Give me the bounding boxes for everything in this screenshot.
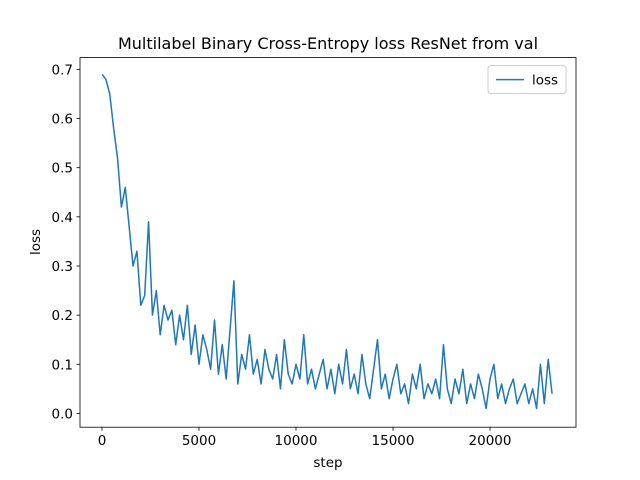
x-tick-label: 5000 <box>182 433 216 449</box>
y-tick-label: 0.0 <box>52 406 73 422</box>
legend-box <box>487 65 567 95</box>
legend-label: loss <box>532 73 558 89</box>
plot-frame <box>79 57 577 428</box>
y-axis-label: loss <box>28 229 44 255</box>
x-tick-label: 15000 <box>372 433 415 449</box>
x-tick-label: 10000 <box>275 433 318 449</box>
x-tick-label: 0 <box>98 433 107 449</box>
x-axis-label: step <box>313 455 342 471</box>
y-tick-label: 0.6 <box>52 112 73 128</box>
x-tick-label: 20000 <box>469 433 512 449</box>
y-tick-label: 0.3 <box>52 259 73 275</box>
y-tick-label: 0.4 <box>52 210 73 226</box>
chart-title: Multilabel Binary Cross-Entropy loss Res… <box>118 34 538 53</box>
y-tick-label: 0.1 <box>52 357 73 373</box>
line <box>101 73 553 410</box>
y-tick-label: 0.2 <box>52 308 73 324</box>
y-tick-label: 0.7 <box>52 62 73 78</box>
y-tick-label: 0.5 <box>52 161 73 177</box>
